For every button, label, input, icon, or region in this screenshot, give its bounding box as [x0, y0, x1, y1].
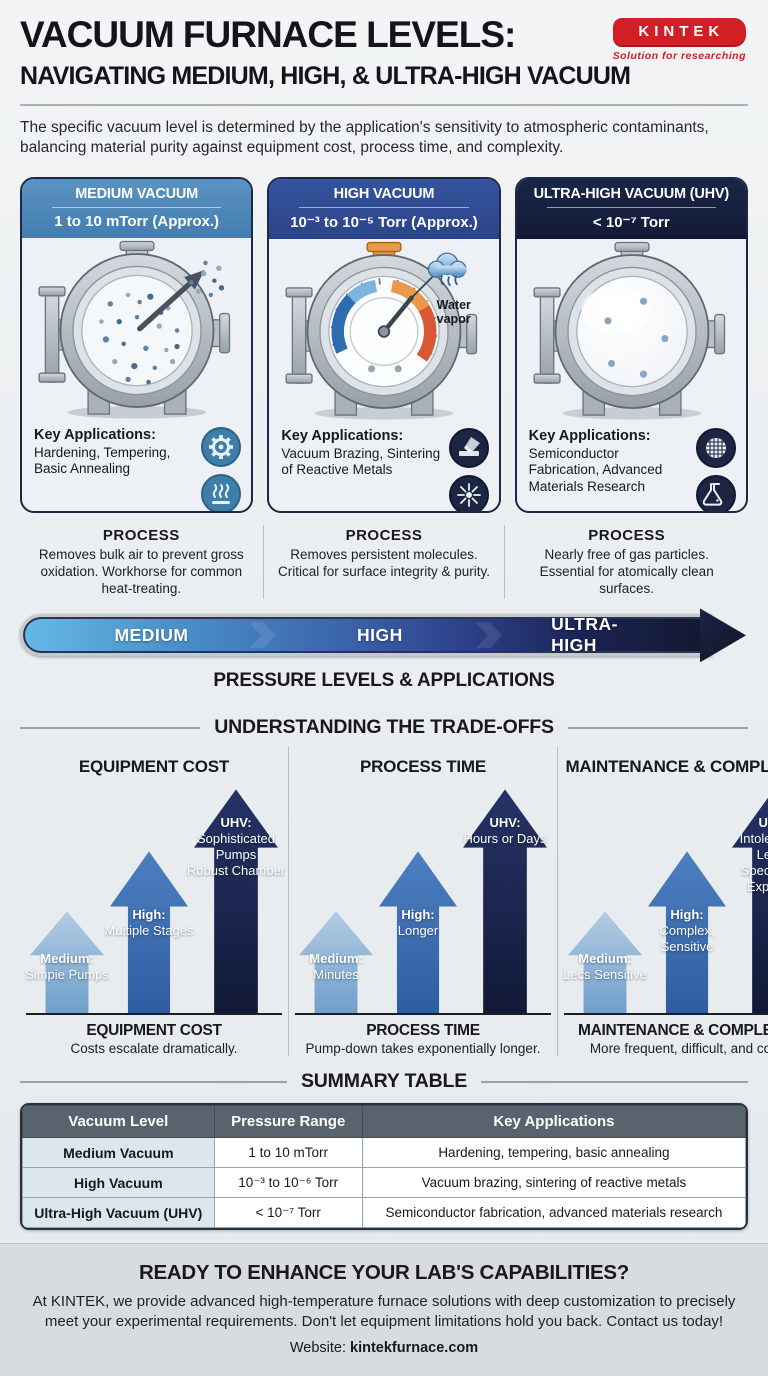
- card-pressure: 10⁻³ to 10⁻⁵ Torr (Approx.): [290, 213, 478, 231]
- chamber-gauge-many-particles: [38, 240, 231, 419]
- escaping-particles: [189, 260, 225, 297]
- arrow-chart-equipment-cost: Medium: Simpie Pumps High: Muitiple Stag…: [25, 787, 285, 1016]
- heat-icon: [201, 473, 242, 511]
- water-vapor-cloud-icon: [428, 252, 468, 286]
- header-divider: [20, 103, 748, 106]
- arrow-uhv: UHV: Intolerant of Leaks Specialized Exp…: [732, 789, 768, 1014]
- process-text: Removes persistent molecules. Critical f…: [277, 546, 491, 579]
- card-title: MEDIUM VACUUM: [75, 185, 199, 202]
- process-text: Removes bulk air to prevent gross oxidat…: [38, 546, 244, 596]
- bar-label-medium: MEDIUM: [114, 624, 189, 645]
- wafer-icon: [695, 427, 736, 468]
- card-ultra-high-vacuum: ULTRA-HIGH VACUUM (UHV) < 10⁻⁷ Torr: [514, 176, 748, 513]
- table-row: High Vacuum 10⁻³ to 10⁻⁶ Torr Vacuum bra…: [22, 1167, 746, 1199]
- arrow-medium: Medium: Simpie Pumps: [25, 911, 109, 1014]
- logo-tagline: Solution for researching: [612, 50, 746, 62]
- gear-icon: [201, 426, 242, 467]
- card-high-vacuum: HIGH VACUUM 10⁻³ to 10⁻⁵ Torr (Approx.): [267, 176, 501, 513]
- process-label: PROCESS: [345, 526, 423, 544]
- bar-label-high: HIGH: [356, 624, 403, 645]
- arrow-high: High: Complex, Sensitive: [648, 851, 726, 1014]
- process-label: PROCESS: [588, 526, 666, 544]
- header: VACUUM FURNACE LEVELS: NAVIGATING MEDIUM…: [20, 14, 748, 91]
- sparse-particles: [604, 297, 669, 378]
- pressure-bar-caption: PRESSURE LEVELS & APPLICATIONS: [213, 670, 555, 692]
- pressure-gradient-arrow: MEDIUM HIGH ULTRA-HIGH: [20, 608, 746, 663]
- tradeoff-columns: EQUIPMENT COST Medium: Simpie Pumps High…: [20, 747, 768, 1057]
- summary-table-heading: SUMMARY TABLE: [20, 1070, 748, 1093]
- column-title: MAINTENANCE & COMPLEXITY: [565, 757, 768, 777]
- arrow-high: High: Longer: [379, 851, 457, 1014]
- intro-text: The specific vacuum level is determined …: [20, 118, 709, 157]
- high-vacuum-illustration: Water vapor: [269, 239, 498, 424]
- key-applications-label: Key Applications:: [528, 427, 651, 444]
- chamber-gauge-colored-dial: [285, 241, 478, 420]
- chart-caption: MAINTENANCE & COMPLEXITY: [578, 1022, 768, 1040]
- page-title: VACUUM FURNACE LEVELS:: [20, 14, 516, 55]
- column-title: PROCESS TIME: [359, 757, 487, 777]
- uhv-illustration: [517, 239, 746, 424]
- cta-title: READY TO ENHANCE YOUR LAB'S CAPABILITIES…: [139, 1261, 629, 1285]
- vacuum-cards: MEDIUM VACUUM 1 to 10 mTorr (Approx.): [20, 176, 748, 513]
- table-row: Medium Vacuum 1 to 10 mTorr Hardening, t…: [22, 1137, 746, 1169]
- arrow-uhv: UHV: Sophisticated Pumps Robust Chamber: [187, 789, 285, 1014]
- process-row: PROCESS Removes bulk air to prevent gros…: [20, 524, 748, 600]
- arrow-high: High: Muitiple Stages: [105, 851, 193, 1014]
- key-applications-text: Vacuum Brazing, Sintering of Reactive Me…: [281, 445, 441, 478]
- arrow-medium: Medium: Minutes: [299, 911, 373, 1014]
- logo-text: KINTEK: [612, 18, 746, 47]
- key-applications-label: Key Applications:: [34, 426, 156, 443]
- card-pressure: 1 to 10 mTorr (Approx.): [54, 212, 220, 230]
- website-line: Website: kintekfurnace.com: [14, 1340, 754, 1356]
- col-header-key-applications: Key Applications: [361, 1105, 746, 1139]
- sintering-icon: [448, 474, 489, 511]
- bar-label-ultra-high: ULTRA-HIGH: [551, 614, 618, 656]
- col-header-pressure-range: Pressure Range: [213, 1105, 363, 1139]
- gas-particles: [99, 292, 180, 385]
- tradeoff-process-time: PROCESS TIME Medium: Minutes High: Longe…: [288, 747, 558, 1057]
- chart-caption: PROCESS TIME: [366, 1022, 480, 1040]
- website-url: kintekfurnace.com: [350, 1340, 479, 1357]
- gauge-needle: [382, 295, 415, 334]
- process-label: PROCESS: [102, 526, 180, 544]
- gauge-needle: [137, 277, 196, 332]
- table-row: Ultra-High Vacuum (UHV) < 10⁻⁷ Torr Semi…: [22, 1197, 746, 1229]
- card-medium-vacuum: MEDIUM VACUUM 1 to 10 mTorr (Approx.): [20, 176, 254, 513]
- dial-color-arc: [331, 279, 437, 362]
- page-subtitle: NAVIGATING MEDIUM, HIGH, & ULTRA-HIGH VA…: [20, 61, 631, 90]
- process-text: Nearly free of gas particles. Essential …: [539, 546, 714, 596]
- col-header-vacuum-level: Vacuum Level: [22, 1105, 215, 1139]
- arrow-chart-maintenance: Medium: Lecs Sensitive High: Complex, Se…: [563, 787, 768, 1016]
- medium-vacuum-illustration: [22, 238, 251, 423]
- key-applications-label: Key Applications:: [281, 427, 404, 444]
- chart-note: Pump-down takes exponentially longer.: [305, 1041, 541, 1057]
- cta-text: At KINTEK, we provide advanced high-temp…: [32, 1293, 736, 1330]
- footer-cta: READY TO ENHANCE YOUR LAB'S CAPABILITIES…: [0, 1243, 768, 1376]
- arrow-chart-process-time: Medium: Minutes High: Longer UHV: Hour: [295, 787, 551, 1016]
- card-pressure: < 10⁻⁷ Torr: [592, 213, 670, 231]
- tradeoff-maintenance: MAINTENANCE & COMPLEXITY Medium: Lecs Se…: [558, 747, 768, 1056]
- chart-note: Costs escalate dramatically.: [70, 1041, 238, 1057]
- tradeoff-equipment-cost: EQUIPMENT COST Medium: Simpie Pumps High…: [20, 747, 288, 1056]
- arrow-uhv: UHV: Hours or Days: [463, 789, 547, 1014]
- summary-table: Vacuum Level Pressure Range Key Applicat…: [20, 1103, 748, 1231]
- arrow-medium: Medium: Lecs Sensitive: [563, 911, 647, 1014]
- card-title: ULTRA-HIGH VACUUM (UHV): [533, 185, 730, 202]
- chamber-clean-few-particles: [533, 241, 725, 420]
- chart-caption: EQUIPMENT COST: [86, 1022, 222, 1040]
- flask-icon: [695, 474, 736, 511]
- website-label: Website:: [289, 1340, 346, 1357]
- water-vapor-label: Water vapor: [436, 297, 471, 326]
- key-applications-text: Hardening, Tempering, Basic Annealing: [34, 444, 171, 477]
- brazing-icon: [448, 427, 489, 468]
- card-title: HIGH VACUUM: [333, 185, 435, 202]
- kintek-logo: KINTEK Solution for researching: [612, 18, 746, 62]
- key-applications-text: Semiconductor Fabrication, Advanced Mate…: [528, 445, 663, 494]
- column-title: EQUIPMENT COST: [78, 757, 230, 777]
- tradeoffs-heading: UNDERSTANDING THE TRADE-OFFS: [20, 716, 748, 739]
- chart-note: More frequent, difficult, and costly.: [589, 1041, 768, 1057]
- infographic-page: VACUUM FURNACE LEVELS: NAVIGATING MEDIUM…: [0, 0, 768, 1230]
